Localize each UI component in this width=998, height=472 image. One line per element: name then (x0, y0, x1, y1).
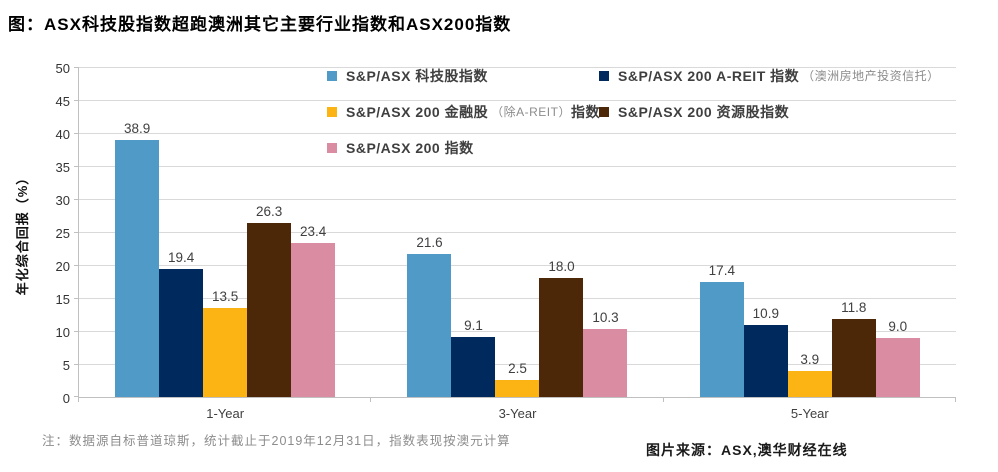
gridline (79, 364, 956, 365)
bar-asx200-1-year: 23.4 (291, 224, 336, 397)
gridline (79, 265, 956, 266)
y-axis-tick-label: 20 (55, 259, 70, 274)
y-axis-tick (74, 232, 79, 233)
legend-label: S&P/ASX 200 资源股指数 (618, 103, 790, 120)
y-axis-tick-label: 10 (55, 325, 70, 340)
y-axis-tick (74, 364, 79, 365)
x-axis-tick (955, 397, 956, 402)
gridline (79, 298, 956, 299)
x-axis-category-label: 5-Year (790, 406, 829, 421)
x-axis-category-label: 1-Year (206, 406, 245, 421)
bar-tech-5-year: 17.4 (699, 263, 744, 397)
legend-label: S&P/ASX 200 指数 (346, 139, 474, 156)
y-axis-tick-label: 35 (55, 160, 70, 175)
y-axis-tick-label: 45 (55, 94, 70, 109)
bar-resources-3-year: 18.0 (539, 259, 584, 397)
x-axis-tick (370, 397, 372, 402)
legend-marker-icon (327, 106, 337, 117)
y-axis-tick (74, 100, 79, 101)
bar-tech-3-year: 21.6 (407, 235, 452, 397)
bar-resources-5-year: 11.8 (831, 300, 876, 397)
bar-asx200-5-year: 9.0 (875, 319, 920, 397)
y-axis-tick (74, 396, 79, 397)
legend-entry-tech: S&P/ASX 科技股指数 (327, 64, 599, 87)
y-axis-tick-label: 15 (55, 292, 70, 307)
legend-entry-areit: S&P/ASX 200 A-REIT 指数 （澳洲房地产投资信托） (599, 64, 940, 87)
bar-value-label: 19.4 (168, 250, 195, 265)
bar-value-label: 18.0 (548, 259, 575, 274)
bar-value-label: 11.8 (841, 300, 867, 315)
gridline (79, 133, 956, 134)
legend-entry-asx200: S&P/ASX 200 指数 (327, 136, 599, 159)
bar-value-label: 13.5 (212, 289, 239, 304)
legend-marker-icon (327, 70, 337, 81)
bar-value-label: 21.6 (416, 235, 443, 250)
legend-label-note: （澳洲房地产投资信托） (802, 69, 940, 83)
bar-value-label: 10.3 (592, 310, 619, 325)
gridline (79, 331, 956, 332)
chart-footnote: 注：数据源自标普道琼斯，统计截止于2019年12月31日，指数表现按澳元计算 (42, 434, 511, 448)
bar-tech-1-year: 38.9 (115, 121, 160, 397)
x-axis-tick (662, 397, 664, 402)
legend-label: S&P/ASX 科技股指数 (346, 67, 488, 84)
bar-value-label: 2.5 (508, 361, 527, 376)
bar-value-label: 3.9 (800, 352, 820, 367)
y-axis-tick-labels: 0 5 10 15 20 25 30 35 40 45 50 (0, 61, 70, 406)
legend-label: 指数 (570, 103, 600, 120)
legend-marker-icon (327, 142, 337, 153)
legend-label-note: （除A-REIT） (491, 105, 571, 119)
legend-label: S&P/ASX 200 金融股 (346, 103, 489, 120)
legend-marker-icon (599, 70, 609, 81)
bar-areit-5-year: 10.9 (743, 306, 788, 397)
bar-value-label: 9.0 (888, 319, 908, 334)
y-axis-tick-label: 25 (55, 226, 70, 241)
chart-title: 图：ASX科技股指数超跑澳洲其它主要行业指数和ASX200指数 (8, 15, 512, 34)
chart-source: 图片来源：ASX,澳华财经在线 (646, 442, 848, 458)
y-axis-tick-label: 50 (55, 61, 70, 76)
bar-value-label: 10.9 (752, 306, 779, 321)
bar-financials-1-year: 13.5 (203, 289, 248, 397)
x-axis-category-label: 3-Year (498, 406, 537, 421)
bar-value-label: 17.4 (708, 263, 735, 278)
y-axis-tick (74, 166, 79, 167)
y-axis-tick (74, 67, 79, 68)
bar-value-label: 9.1 (464, 318, 483, 333)
legend-entry-resources: S&P/ASX 200 资源股指数 (599, 100, 940, 123)
bar-group-5-year: 17.4 10.9 3.9 11.8 9.0 5-Year (664, 68, 956, 421)
x-axis-tick (78, 397, 79, 402)
y-axis-tick-label: 40 (55, 127, 70, 142)
bar-value-label: 38.9 (124, 121, 151, 136)
bar-group-3-year: 21.6 9.1 2.5 18.0 10.3 3-Year (371, 68, 663, 421)
y-axis-tick (74, 199, 79, 200)
legend-entry-financials: S&P/ASX 200 金融股 （除A-REIT） 指数 (327, 100, 599, 123)
legend-label: S&P/ASX 200 A-REIT 指数 (618, 67, 800, 84)
gridline (79, 166, 956, 167)
gridline (79, 232, 956, 233)
bar-asx200-3-year: 10.3 (583, 310, 628, 397)
chart-legend: S&P/ASX 科技股指数 S&P/ASX 200 A-REIT 指数 （澳洲房地产… (327, 64, 940, 159)
bar-resources-1-year: 26.3 (247, 204, 292, 397)
legend-marker-icon (599, 106, 609, 117)
bar-value-label: 23.4 (300, 224, 327, 239)
y-axis-tick (74, 298, 79, 299)
bar-areit-1-year: 19.4 (159, 250, 204, 397)
bar-areit-3-year: 9.1 (451, 318, 496, 397)
y-axis-tick-label: 0 (62, 391, 70, 406)
gridline (79, 67, 956, 68)
y-axis-tick (74, 331, 79, 332)
y-axis-tick (74, 265, 79, 266)
y-axis-tick-label: 5 (62, 358, 70, 373)
y-axis-tick (74, 133, 79, 134)
bar-financials-5-year: 3.9 (787, 352, 832, 397)
gridline (79, 100, 956, 101)
bar-value-label: 26.3 (256, 204, 283, 219)
plot-area: 38.9 19.4 13.5 26.3 23.4 1-Year 21.6 9.1 2.5 18.0… (74, 67, 956, 421)
bar-financials-3-year: 2.5 (495, 361, 540, 397)
bar-group-1-year: 38.9 19.4 13.5 26.3 23.4 1-Year (79, 68, 371, 421)
gridline (79, 199, 956, 200)
bar-series-area: 38.9 19.4 13.5 26.3 23.4 1-Year 21.6 9.1 2.5 18.0… (79, 68, 956, 421)
y-axis-tick-label: 30 (55, 193, 70, 208)
